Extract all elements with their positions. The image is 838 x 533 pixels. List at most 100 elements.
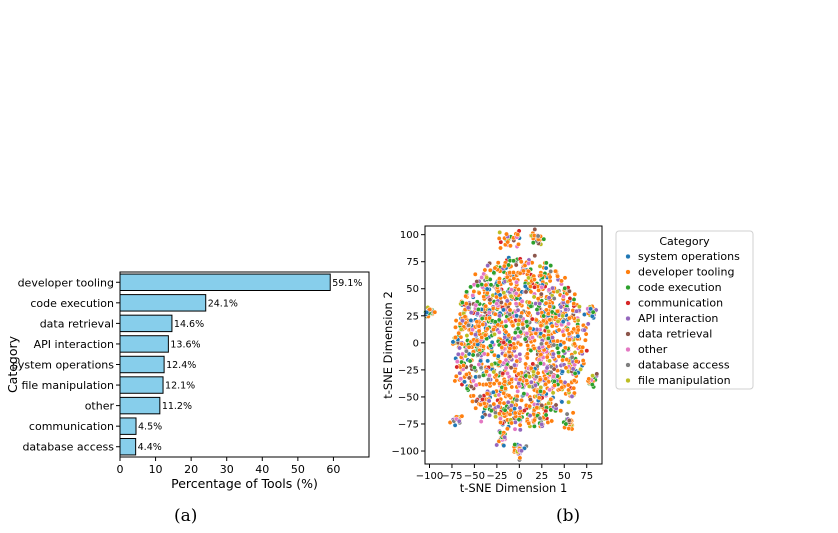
scatter-point <box>536 395 542 401</box>
scatter-point <box>502 407 508 413</box>
scatter-point <box>503 365 509 371</box>
scatter-point <box>562 285 568 291</box>
scatter-point <box>511 270 516 275</box>
scatter-point <box>508 365 514 371</box>
scatter-point <box>555 308 561 314</box>
scatter-point <box>479 275 485 280</box>
scatter-point <box>554 289 560 295</box>
scatter-point <box>453 318 459 324</box>
scatter-point <box>496 411 502 417</box>
legend-marker-1 <box>625 269 631 275</box>
scatter-point <box>560 313 566 319</box>
scatter-point <box>588 306 594 312</box>
scatter-point <box>517 405 523 411</box>
scatter-point <box>551 366 557 372</box>
scatter-point <box>484 290 490 296</box>
scatter-point <box>537 301 543 307</box>
scatter-point <box>517 455 523 461</box>
y-tick-label-2: data retrieval <box>40 317 114 330</box>
scatter-point <box>476 362 482 367</box>
scatter-point <box>546 328 552 334</box>
scatter-point <box>475 283 481 289</box>
scatter-point <box>524 378 530 384</box>
scatter-point <box>550 390 556 396</box>
scatter-point <box>473 405 479 411</box>
scatter-point <box>467 358 473 364</box>
scatter-point <box>508 293 514 299</box>
scatter-point <box>548 407 554 413</box>
scatter-point <box>506 262 512 268</box>
scatter-point <box>459 413 465 419</box>
scatter-point <box>579 348 585 354</box>
scatter-point <box>541 313 547 319</box>
scatter-point <box>575 318 581 323</box>
scatter-point <box>504 274 510 280</box>
scatter-point <box>507 307 513 313</box>
scatter-point <box>472 271 478 277</box>
scatter-point <box>511 258 516 264</box>
scatter-point <box>535 233 541 239</box>
y-tick-label-4: 0 <box>413 338 419 349</box>
scatter-point <box>487 267 493 273</box>
scatter-point <box>458 326 464 332</box>
scatter-point <box>463 293 469 299</box>
scatter-point <box>454 364 460 370</box>
scatter-point <box>509 420 515 426</box>
scatter-point <box>520 325 526 331</box>
scatter-point <box>506 393 512 399</box>
scatter-point <box>543 307 549 313</box>
scatter-point <box>511 345 517 351</box>
x-tick-label-6: 50 <box>558 471 571 482</box>
scatter-point <box>491 369 497 375</box>
scatter-point <box>537 263 543 269</box>
x-tick-label-5: 50 <box>291 463 305 476</box>
bar-chart: 59.1% developer tooling 24.1% code executio… <box>5 271 370 491</box>
scatter-point <box>570 410 576 416</box>
legend-label-5: data retrieval <box>638 328 712 341</box>
scatter-point <box>497 313 503 319</box>
scatter-point <box>481 351 487 357</box>
scatter-point <box>505 370 510 376</box>
scatter-point <box>560 319 566 325</box>
scatter-point <box>575 333 581 339</box>
scatter-point <box>498 420 504 425</box>
scatter-point <box>546 295 552 301</box>
scatter-point <box>484 275 490 281</box>
bar-1 <box>119 294 207 312</box>
scatter-point <box>509 377 514 383</box>
scatter-point <box>573 358 579 364</box>
scatter-point <box>547 387 553 393</box>
scatter-point <box>512 426 518 432</box>
scatter-point <box>524 331 530 336</box>
scatter-point <box>537 377 543 383</box>
scatter-point <box>513 301 519 307</box>
scatter-point <box>502 294 508 300</box>
scatter-point <box>532 253 538 259</box>
scatter-point <box>578 366 584 372</box>
scatter-point <box>537 415 543 421</box>
scatter-point <box>504 231 509 237</box>
scatter-point <box>519 448 524 454</box>
scatter-point <box>586 376 592 382</box>
x-axis-label: t-SNE Dimension 1 <box>460 481 568 495</box>
scatter-point <box>484 326 490 332</box>
x-tick-label-1: 10 <box>149 463 163 476</box>
scatter-point <box>512 442 518 448</box>
y-tick-label-1: 75 <box>406 257 419 268</box>
scatter-point <box>571 378 577 384</box>
scatter-point <box>526 275 532 281</box>
scatter-point <box>504 426 510 432</box>
scatter-point <box>541 236 547 242</box>
scatter-point <box>581 327 587 333</box>
scatter-point <box>471 289 477 294</box>
y-tick-label-0: developer tooling <box>18 276 114 289</box>
scatter-point <box>488 282 494 288</box>
scatter-point <box>500 371 506 376</box>
scatter-point <box>566 387 572 393</box>
scatter-point <box>541 318 546 324</box>
scatter-point <box>496 279 502 285</box>
scatter-point <box>547 274 553 280</box>
scatter-point <box>495 260 501 266</box>
scatter-point <box>539 284 545 290</box>
scatter-point <box>533 382 538 388</box>
